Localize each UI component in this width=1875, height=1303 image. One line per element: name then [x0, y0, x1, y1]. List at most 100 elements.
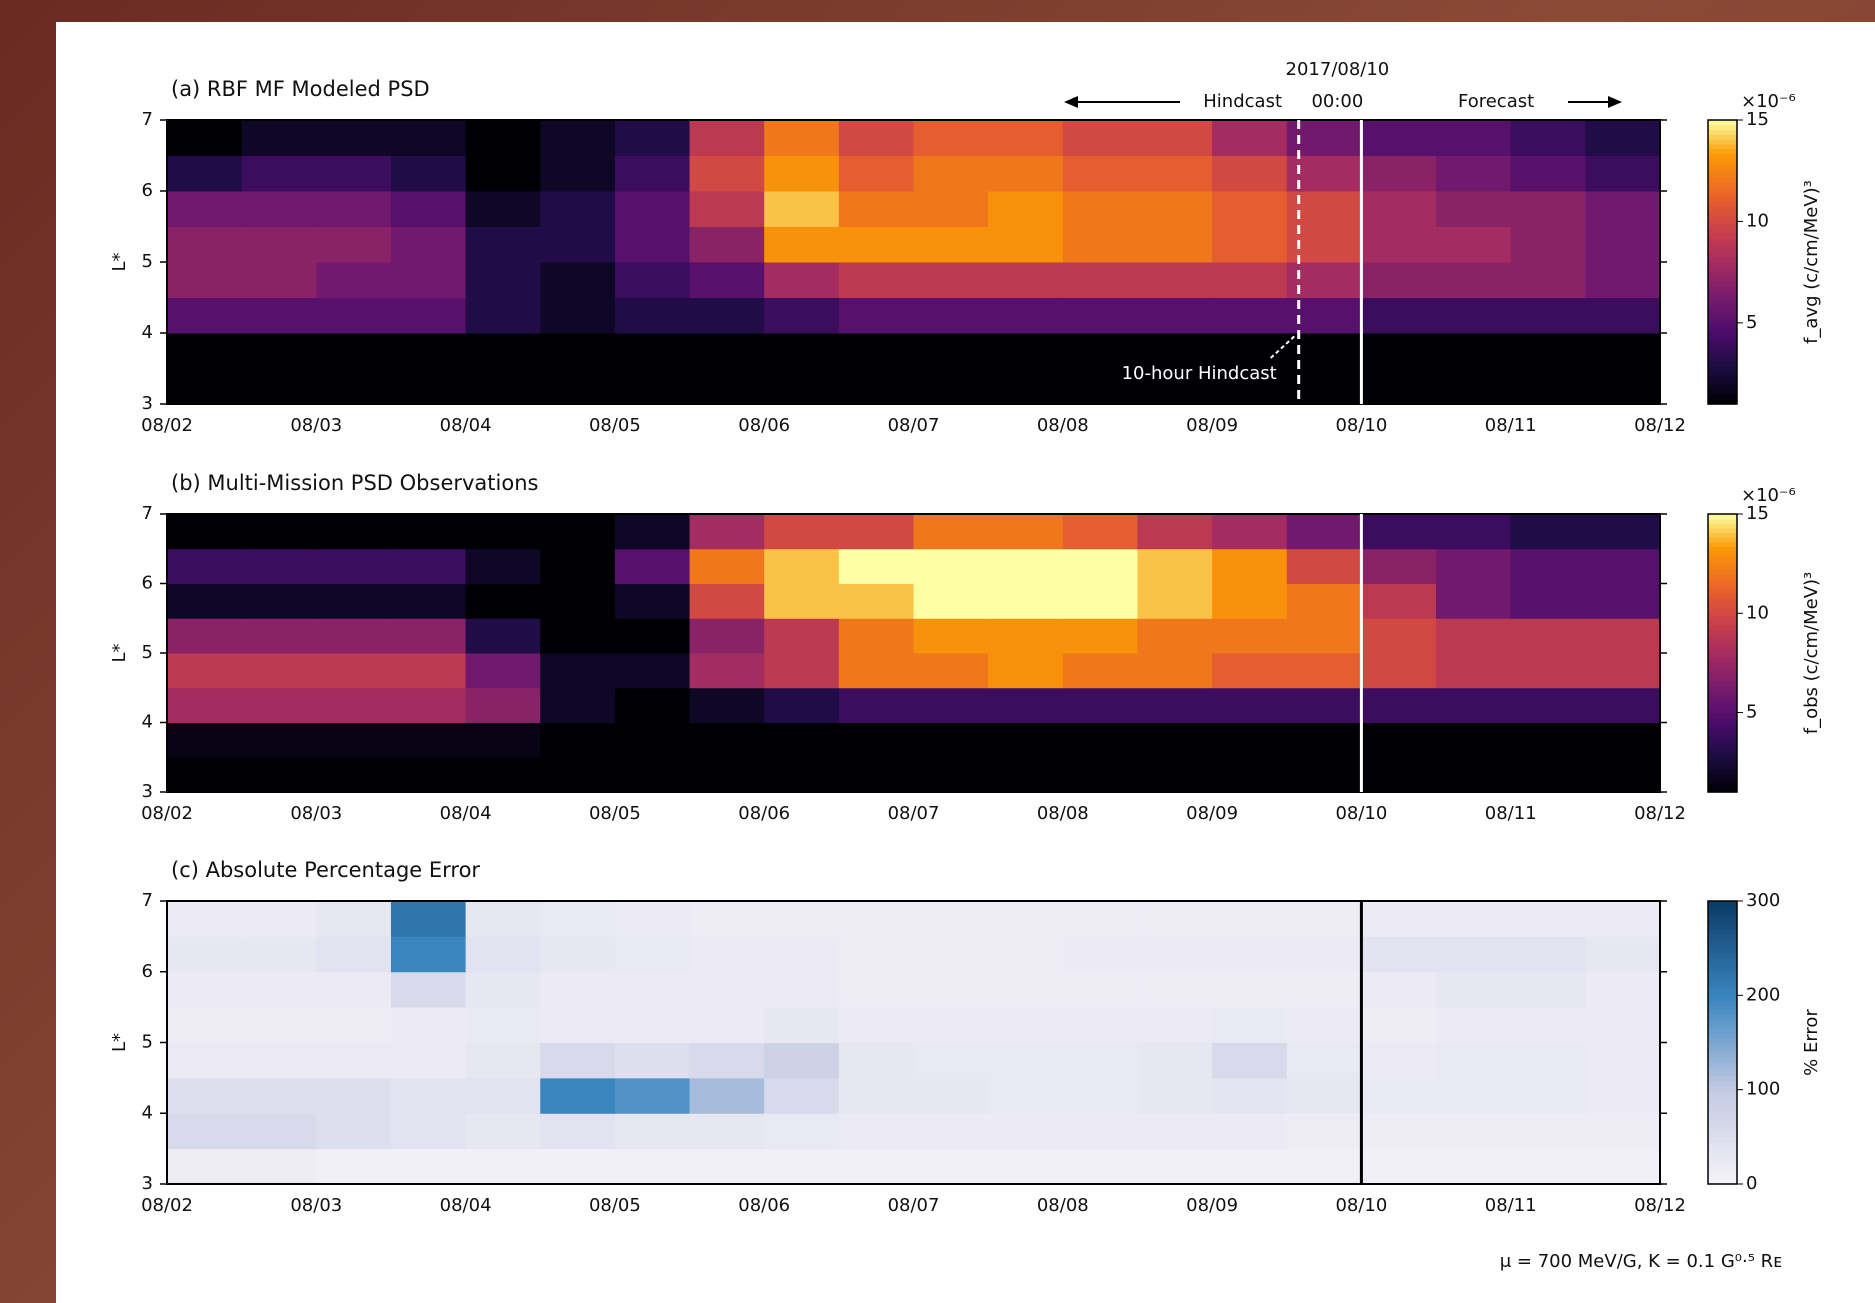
heatmap-cell — [540, 971, 616, 1008]
x-tick-label: 08/07 — [888, 415, 940, 436]
colorbar-segment — [1708, 703, 1737, 710]
heatmap-cell — [913, 1113, 989, 1150]
colorbar-segment — [1708, 1165, 1737, 1171]
colorbar-segment — [1708, 583, 1737, 589]
heatmap-cell — [1286, 653, 1362, 689]
colorbar-segment — [1708, 741, 1737, 747]
x-tick-label: 08/10 — [1335, 803, 1387, 824]
heatmap-cell — [764, 155, 840, 192]
colorbar-segment — [1708, 148, 1737, 154]
heatmap-cell — [1510, 262, 1586, 298]
heatmap-cell — [988, 514, 1064, 550]
nowcast-date: 2017/08/10 — [1286, 59, 1390, 80]
heatmap-cell — [1510, 687, 1586, 723]
colorbar-segment — [1708, 1146, 1737, 1152]
heatmap-cell — [614, 155, 691, 192]
heatmap-cell — [1212, 1007, 1288, 1043]
heatmap-cell — [540, 618, 616, 654]
heatmap-cell — [838, 333, 914, 369]
heatmap-cell — [913, 618, 989, 654]
heatmap-cell — [1137, 583, 1213, 619]
colorbar-segment — [1708, 1150, 1737, 1157]
x-tick-label: 08/12 — [1634, 1195, 1686, 1216]
heatmap-cell — [689, 155, 765, 192]
heatmap-cell — [241, 1077, 317, 1114]
heatmap-cell — [913, 1077, 989, 1114]
heatmap-cell — [540, 687, 616, 723]
heatmap-cell — [1137, 1042, 1213, 1079]
colorbar-segment — [1708, 276, 1737, 282]
heatmap-cell — [614, 1148, 691, 1185]
colorbar-segment — [1708, 143, 1737, 149]
heatmap-cell — [764, 1077, 840, 1114]
heatmap-cell — [167, 1007, 243, 1043]
heatmap-cell — [167, 653, 243, 689]
heatmap-cell — [540, 901, 616, 937]
colorbar-segment — [1708, 924, 1737, 930]
heatmap-cell — [390, 971, 467, 1008]
heatmap-cell — [540, 548, 616, 584]
heatmap-cell — [913, 548, 989, 584]
heatmap-cell — [390, 1113, 467, 1150]
heatmap-cell — [614, 368, 691, 405]
colorbar-segment — [1708, 1066, 1737, 1072]
colorbar-segment — [1708, 129, 1737, 135]
colorbar-segment — [1708, 943, 1737, 949]
heatmap-cell — [1585, 687, 1661, 723]
heatmap-cell — [1585, 653, 1661, 689]
colorbar-segment — [1708, 971, 1737, 978]
heatmap-cell — [465, 1007, 541, 1043]
heatmap-cell — [988, 1113, 1064, 1150]
heatmap-cell — [1212, 722, 1288, 758]
colorbar-segment — [1708, 625, 1737, 631]
heatmap-cell — [689, 653, 765, 689]
heatmap-cell — [764, 1042, 840, 1079]
colorbar-segment — [1708, 214, 1737, 220]
heatmap-cell — [988, 971, 1064, 1008]
heatmap-cell — [1137, 757, 1213, 793]
heatmap-cell — [241, 514, 317, 550]
colorbar-segment — [1708, 759, 1737, 765]
colorbar-segment — [1708, 592, 1737, 598]
heatmap-cell — [1212, 262, 1288, 298]
heatmap-cell — [1212, 653, 1288, 689]
heatmap-cell — [988, 1007, 1064, 1043]
heatmap-cell — [1137, 722, 1213, 758]
colorbar-segment — [1708, 934, 1737, 940]
colorbar-segment — [1708, 176, 1737, 183]
heatmap-cell — [913, 1042, 989, 1079]
heatmap-cell — [1212, 226, 1288, 263]
heatmap-cell — [838, 722, 914, 758]
heatmap-cell — [1585, 901, 1661, 937]
colorbar-frame — [1707, 900, 1738, 1185]
heatmap-cell — [689, 687, 765, 723]
colorbar-segment — [1708, 905, 1737, 912]
heatmap-cell — [1286, 757, 1362, 793]
colorbar-segment — [1708, 385, 1737, 391]
heatmap-cell — [390, 1042, 467, 1079]
heatmap-cell — [167, 583, 243, 619]
colorbar-tick-label: 100 — [1746, 1079, 1780, 1100]
heatmap-cell — [316, 155, 392, 192]
x-tick-label: 08/03 — [290, 803, 342, 824]
heatmap-cell — [241, 722, 317, 758]
heatmap-cell — [316, 936, 392, 973]
heatmap-cell — [390, 191, 467, 227]
heatmap-cell — [988, 120, 1064, 156]
colorbar-segment — [1708, 574, 1737, 580]
colorbar-segment — [1708, 205, 1737, 211]
heatmap-cell — [988, 191, 1064, 227]
heatmap-cell — [241, 1007, 317, 1043]
colorbar-segment — [1708, 1179, 1737, 1185]
colorbar-segment — [1708, 1103, 1737, 1110]
heatmap-cell — [167, 618, 243, 654]
colorbar-segment — [1708, 290, 1737, 296]
heatmap-cell — [465, 1113, 541, 1150]
heatmap-cell — [689, 368, 765, 405]
heatmap-cell — [1436, 548, 1512, 584]
x-tick-label: 08/04 — [440, 1195, 492, 1216]
heatmap-cell — [167, 333, 243, 369]
heatmap-cell — [1062, 583, 1138, 619]
colorbar-segment — [1708, 948, 1737, 954]
colorbar-segment — [1708, 643, 1737, 649]
